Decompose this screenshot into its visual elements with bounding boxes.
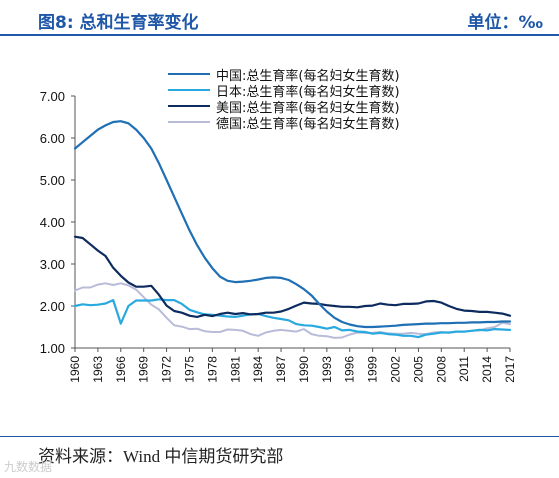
legend-swatch [168,88,210,92]
x-tick-label: 1966 [114,356,128,383]
y-tick-label: 2.00 [40,299,65,314]
x-tick-label: 1960 [68,356,82,383]
footer-divider [0,436,559,437]
series-line-2 [73,235,512,318]
x-tick-label: 2008 [434,356,448,383]
legend-label: 中国:总生育率(每名妇女生育数) [216,68,400,84]
x-tick-label: 1981 [228,356,242,383]
y-tick-label: 4.00 [40,215,65,230]
legend-item-usa: 美国:总生育率(每名妇女生育数) [168,98,400,116]
x-tick-label: 2014 [480,356,494,383]
line-chart: 1.00 2.00 3.00 4.00 5.00 6.00 7.00 1960 1963 1966… [40,89,517,383]
legend-label: 日本:总生育率(每名妇女生育数) [216,84,400,100]
y-tick-label: 7.00 [40,89,65,104]
x-tick-label: 1972 [160,356,174,383]
x-tick-label: 1984 [251,356,265,383]
legend-item-japan: 日本:总生育率(每名妇女生育数) [168,82,400,100]
legend-item-china: 中国:总生育率(每名妇女生育数) [168,66,400,84]
series-line-1 [73,298,512,339]
x-tick-label: 2005 [411,356,425,383]
watermark: 九数数据 [4,460,53,474]
chart-legend: 中国:总生育率(每名妇女生育数) 日本:总生育率(每名妇女生育数) 美国:总生育… [168,66,400,132]
y-tick-label: 5.00 [40,173,65,188]
y-tick-label: 1.00 [40,341,65,356]
legend-swatch [168,72,210,76]
unit-label: 单位：‰ [467,13,543,33]
legend-item-germany: 德国:总生育率(每名妇女生育数) [168,114,400,132]
x-tick-label: 1963 [91,356,105,383]
x-tick-label: 2002 [389,356,403,383]
x-tick-label: 1978 [205,356,219,383]
x-tick-label: 2017 [503,356,517,383]
x-tick-label: 1969 [137,356,151,383]
chart-title: 图8: 总和生育率变化 [38,13,199,33]
x-tick-label: 1996 [343,356,357,383]
series-line-0 [73,120,512,329]
y-tick-label: 6.00 [40,131,65,146]
series-line-3 [74,282,511,339]
x-tick-label: 1975 [182,356,196,383]
x-tick-label: 1990 [297,356,311,383]
y-tick-label: 3.00 [40,257,65,272]
x-tick-label: 2011 [457,356,471,382]
legend-label: 美国:总生育率(每名妇女生育数) [216,100,400,116]
x-tick-label: 1987 [274,356,288,383]
x-tick-label: 1993 [320,356,334,383]
legend-swatch [168,120,210,124]
source-note: 资料来源：Wind 中信期货研究部 [38,447,284,466]
legend-swatch [168,104,210,108]
x-tick-label: 1999 [366,356,380,383]
legend-label: 德国:总生育率(每名妇女生育数) [216,116,400,132]
title-divider [0,34,559,36]
